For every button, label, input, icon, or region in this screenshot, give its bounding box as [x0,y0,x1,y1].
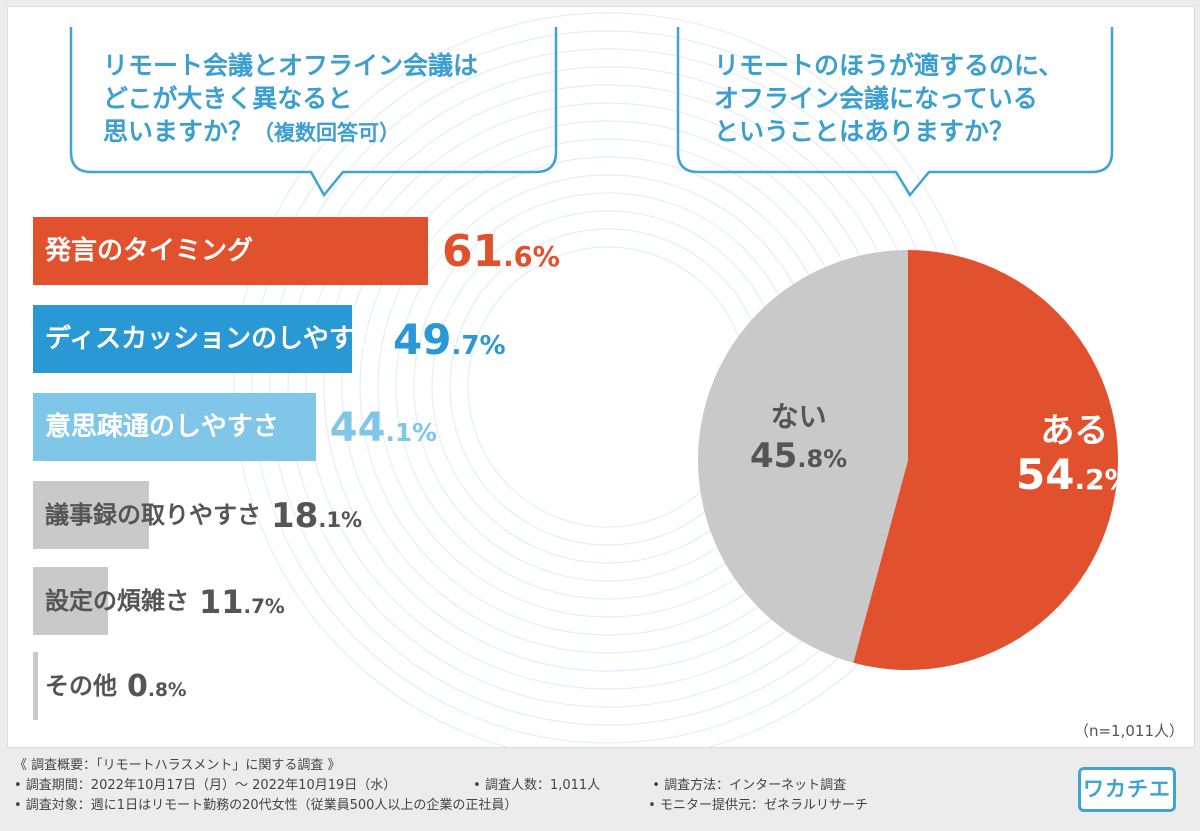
right-question-line-3: ということはありますか？ [714,117,1015,146]
bar-row: ディスカッションのしやすさ 49.7% [33,305,933,373]
left-question-line-2: どこが大きく異なると [103,84,353,113]
pie-label-no: ない 45.8% [750,399,847,480]
left-question-line-3: 思いますか？ [103,117,254,146]
right-question-text: リモートのほうが適するのに、 オフライン会議になっている ということはありますか… [714,49,1063,148]
pie-label-no-name: ない [770,400,827,433]
footer-period: • 調査期間：2022年10月17日（月）～ 2022年10月19日（水） [14,778,397,793]
bar [33,217,428,285]
bar-value-label: 44.1% [329,405,437,451]
bar-row: 意思疎通のしやすさ 44.1% [33,393,933,461]
bar-row: 設定の煩雑さ 11.7% [33,567,933,635]
bar-row: 発言のタイミング 61.6% [33,217,933,285]
left-question-line-1: リモート会議とオフライン会議は [103,51,479,80]
bar-label: 議事録の取りやすさ [45,501,261,529]
bar [33,652,39,720]
bar-row: 議事録の取りやすさ 18.1% [33,481,933,549]
footer-count: • 調査人数：1,011人 [473,778,601,793]
bar-label: ディスカッションのしやすさ [45,324,381,354]
pie-value-no-dec: .8% [797,445,848,473]
pie-label-yes-name: ある [1040,411,1109,451]
bar-label: 意思疎通のしやすさ [45,412,279,442]
pie-value-yes-dec: .2% [1074,463,1133,496]
sample-size-note: （n=1,011人） [1073,722,1184,740]
bar-value-label: 11.7% [199,583,285,621]
survey-footer: 《 調査概要：「リモートハラスメント」に関する調査 》 • 調査期間：2022年… [14,756,868,816]
bar-value-label: 49.7% [393,315,506,364]
bar-label: 発言のタイミング [45,236,254,266]
bar [33,567,109,635]
bar-label: その他 [45,672,117,700]
bar-value-label: 18.1% [271,496,363,536]
pie-label-yes: ある 54.2% [1016,411,1133,504]
pie-value-yes-int: 54 [1016,450,1075,499]
bar [33,305,352,373]
left-question-text: リモート会議とオフライン会議は どこが大きく異なると 思いますか？（複数回答可） [103,49,478,150]
pie-value-no-int: 45 [750,436,798,476]
bar-row: その他 0.8% [33,652,933,720]
footer-target: • 調査対象：週に1日はリモート勤務の20代女性（従業員500人以上の企業の正社… [14,798,518,813]
footer-provider: • モニター提供元：ゼネラルリサーチ [648,798,868,813]
bar-value-label: 61.6% [442,226,560,277]
pie-chart: ある 54.2% ない 45.8% [698,235,1133,699]
right-question-line-2: オフライン会議になっている [714,84,1038,113]
bar [33,481,150,549]
left-question-note: （複数回答可） [253,121,401,145]
footer-title: 《 調査概要：「リモートハラスメント」に関する調査 》 [14,758,341,773]
wakachie-logo: ワカチエ [1078,767,1176,812]
bar [33,393,316,461]
pie-svg [698,250,1118,670]
pie-slice [698,250,908,663]
pie-slice [853,250,1118,670]
bar-label: 設定の煩雑さ [45,587,189,615]
bar-value-label: 0.8% [127,669,187,704]
right-question-line-1: リモートのほうが適するのに、 [714,51,1064,80]
left-question-bubble [69,27,1114,198]
infographic-card: リモート会議とオフライン会議は どこが大きく異なると 思いますか？（複数回答可）… [7,6,1195,748]
footer-method: • 調査方法：インターネット調査 [652,778,847,793]
